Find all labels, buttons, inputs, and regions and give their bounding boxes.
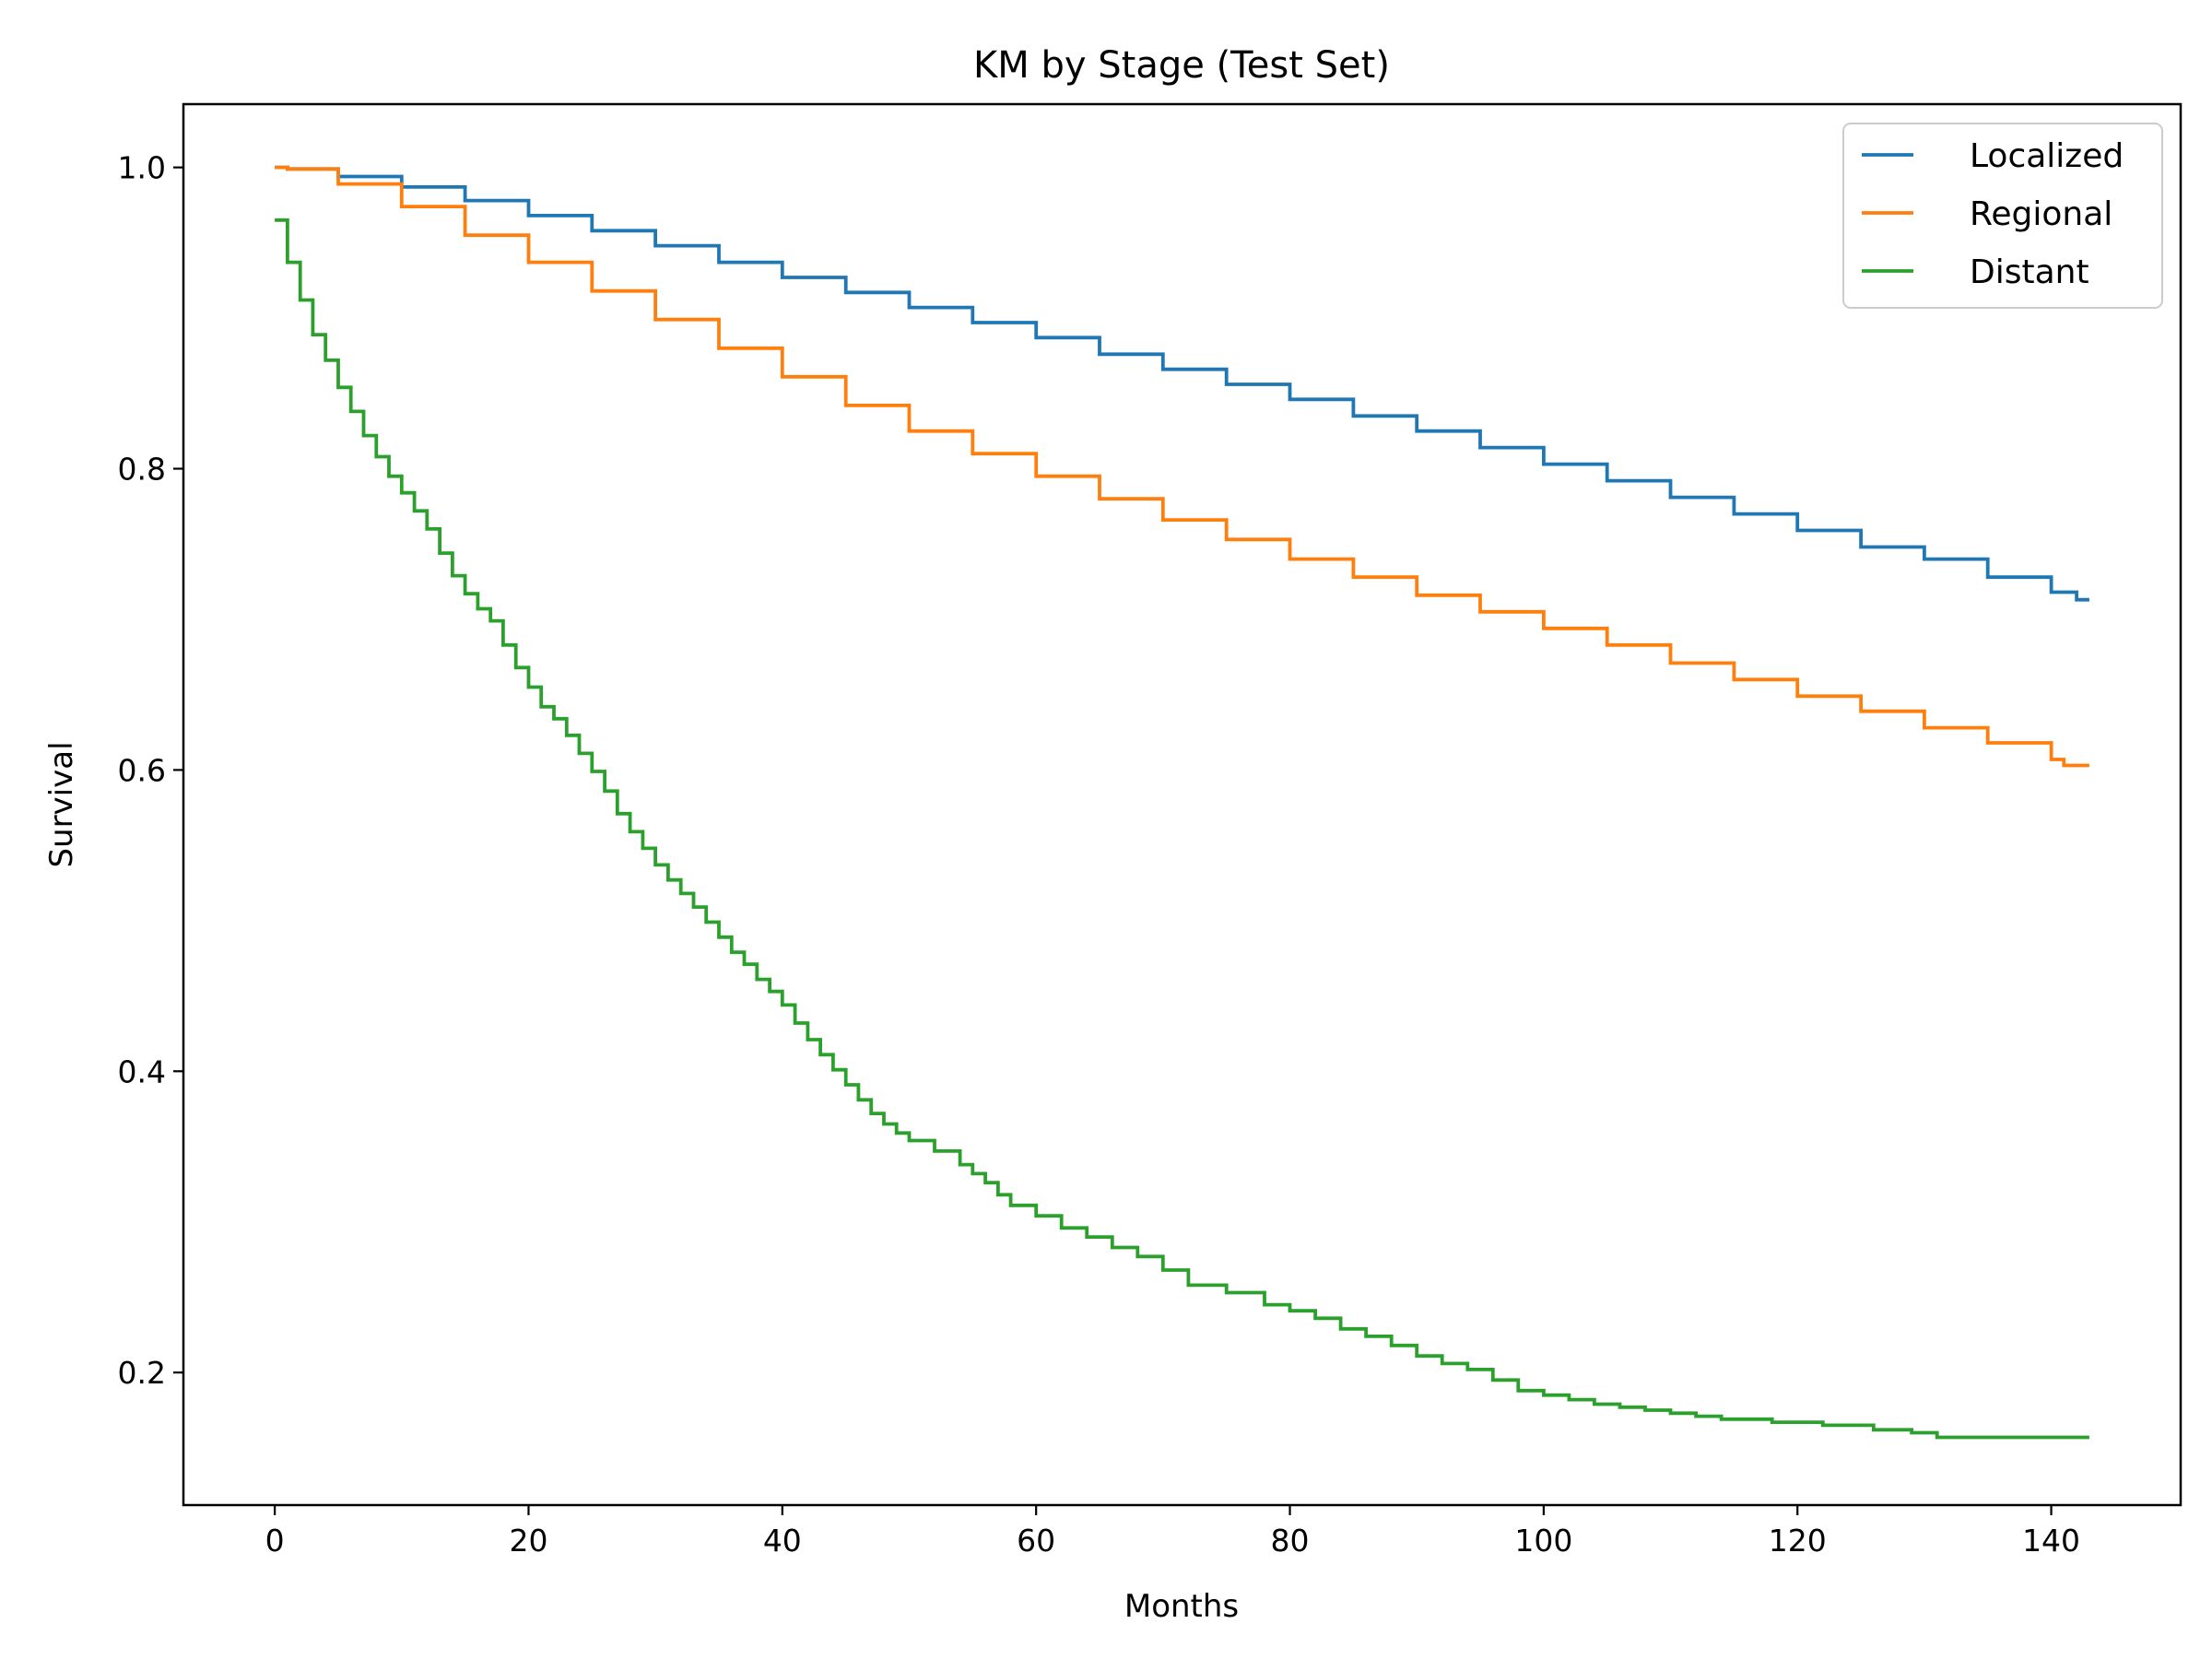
y-axis-label: Survival (43, 741, 80, 867)
x-tick-label: 140 (2022, 1523, 2080, 1559)
x-tick-label: 0 (265, 1523, 285, 1559)
chart-title: KM by Stage (Test Set) (973, 44, 1390, 87)
series-line-distant (275, 218, 2089, 1440)
x-tick-label: 20 (509, 1523, 547, 1559)
y-tick-label: 0.6 (118, 752, 166, 788)
y-axis-ticks: 0.2 0.4 0.6 0.8 1.0 (118, 150, 183, 1391)
legend-label-distant: Distant (1970, 253, 2089, 291)
x-tick-label: 120 (1769, 1523, 1827, 1559)
y-tick-label: 0.2 (118, 1355, 166, 1391)
x-tick-label: 100 (1514, 1523, 1572, 1559)
series-line-localized (275, 165, 2089, 602)
series-layer (275, 165, 2089, 1440)
legend: Localized Regional Distant (1842, 123, 2163, 309)
legend-items: Localized Regional Distant (1862, 137, 2124, 291)
x-tick-label: 40 (763, 1523, 802, 1559)
x-axis-label: Months (1124, 1588, 1239, 1625)
legend-frame (1842, 123, 2163, 309)
legend-label-regional: Regional (1970, 195, 2112, 233)
x-tick-label: 80 (1271, 1523, 1310, 1559)
legend-label-localized: Localized (1970, 137, 2124, 175)
y-tick-label: 1.0 (118, 150, 166, 186)
x-tick-label: 60 (1017, 1523, 1055, 1559)
y-tick-label: 0.4 (118, 1053, 166, 1089)
series-line-regional (275, 165, 2089, 768)
y-tick-label: 0.8 (118, 452, 166, 488)
plot-frame (182, 102, 2183, 1507)
x-axis-ticks: 0 20 40 60 80 100 120 140 (265, 1505, 2080, 1559)
